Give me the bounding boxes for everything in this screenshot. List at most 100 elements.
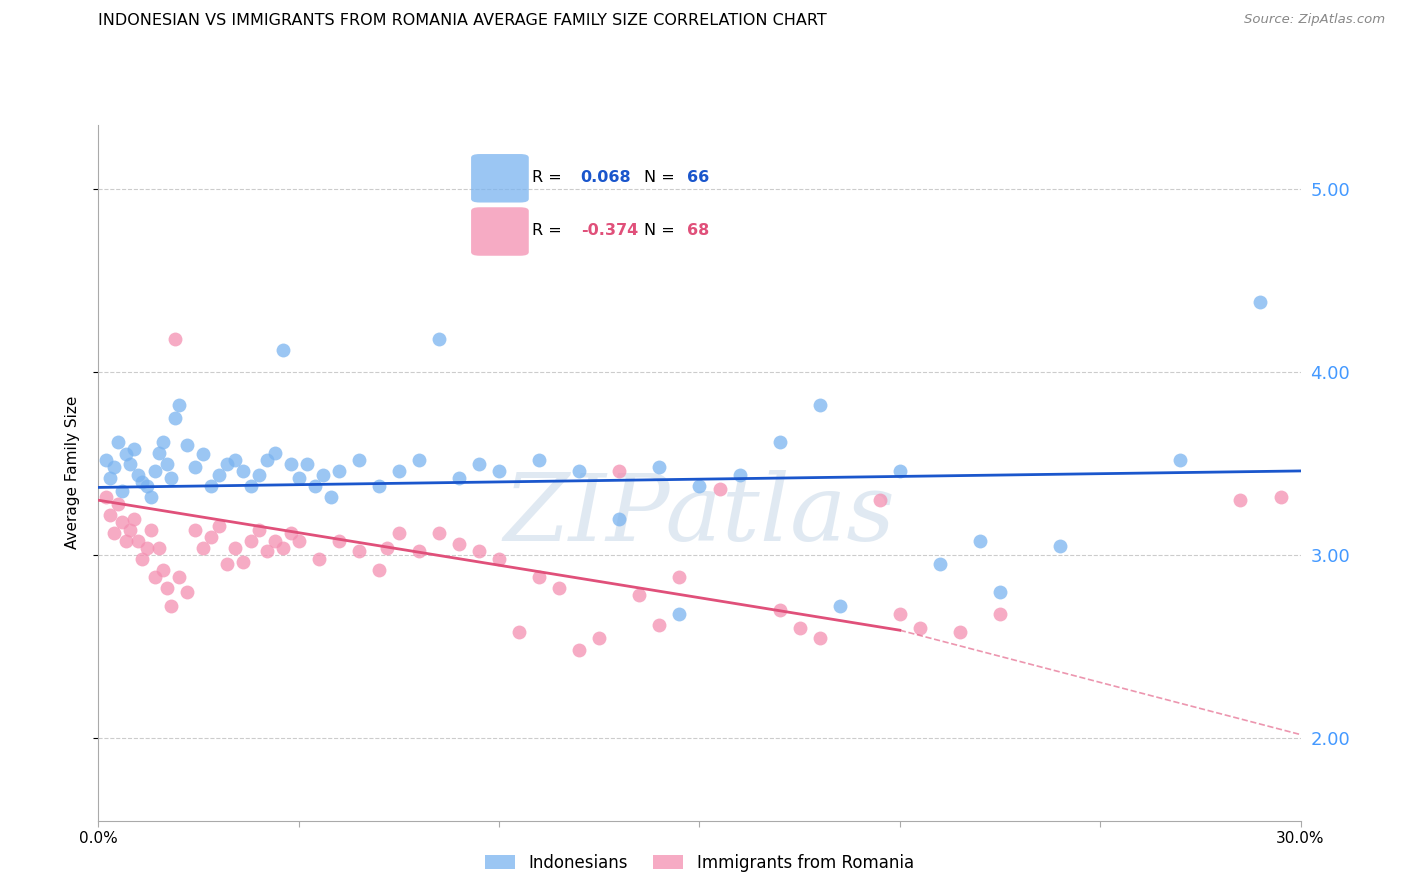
Point: [139, 490, 162, 504]
Point: [609, 511, 631, 525]
Point: [709, 482, 731, 496]
Point: [668, 607, 690, 621]
Point: [128, 467, 150, 482]
Point: [115, 533, 138, 548]
Point: [689, 478, 711, 492]
Point: [124, 442, 146, 456]
Point: [163, 332, 186, 346]
Point: [388, 464, 411, 478]
Point: [769, 434, 792, 449]
Point: [769, 603, 792, 617]
Point: [568, 464, 591, 478]
Point: [143, 464, 166, 478]
Text: 66: 66: [688, 170, 710, 186]
Point: [312, 467, 335, 482]
Point: [1250, 295, 1272, 310]
Point: [107, 497, 129, 511]
Text: N =: N =: [644, 170, 681, 186]
Point: [96, 453, 118, 467]
Point: [100, 508, 122, 522]
Point: [828, 599, 851, 614]
Point: [111, 484, 134, 499]
Point: [96, 490, 118, 504]
Point: [508, 625, 530, 640]
Point: [368, 478, 391, 492]
Point: [263, 445, 285, 459]
Legend: Indonesians, Immigrants from Romania: Indonesians, Immigrants from Romania: [478, 847, 921, 879]
Point: [529, 453, 551, 467]
Point: [628, 589, 651, 603]
Point: [103, 526, 125, 541]
Point: [148, 541, 170, 555]
Point: [232, 464, 254, 478]
Point: [388, 526, 411, 541]
Point: [408, 453, 430, 467]
Point: [131, 551, 153, 566]
Text: Source: ZipAtlas.com: Source: ZipAtlas.com: [1244, 13, 1385, 27]
Point: [889, 607, 911, 621]
Point: [869, 493, 891, 508]
Point: [159, 599, 181, 614]
Point: [447, 471, 470, 485]
Point: [568, 643, 591, 657]
Point: [908, 621, 931, 635]
Point: [408, 544, 430, 558]
Point: [224, 453, 246, 467]
Text: INDONESIAN VS IMMIGRANTS FROM ROMANIA AVERAGE FAMILY SIZE CORRELATION CHART: INDONESIAN VS IMMIGRANTS FROM ROMANIA AV…: [98, 13, 827, 29]
Point: [139, 523, 162, 537]
Point: [176, 584, 198, 599]
Text: N =: N =: [644, 223, 681, 238]
Point: [247, 523, 270, 537]
Point: [135, 478, 157, 492]
Point: [280, 457, 302, 471]
Point: [468, 544, 491, 558]
Point: [167, 570, 190, 584]
Point: [368, 563, 391, 577]
Point: [152, 434, 174, 449]
Point: [183, 523, 205, 537]
Point: [263, 533, 285, 548]
Point: [1170, 453, 1192, 467]
Point: [328, 533, 350, 548]
Point: [200, 478, 222, 492]
Point: [288, 533, 311, 548]
Point: [328, 464, 350, 478]
Point: [668, 570, 690, 584]
Point: [247, 467, 270, 482]
Point: [319, 490, 342, 504]
Point: [155, 581, 177, 595]
Point: [609, 464, 631, 478]
Point: [427, 526, 450, 541]
Point: [988, 607, 1011, 621]
Point: [375, 541, 398, 555]
Text: ZIPatlas: ZIPatlas: [503, 469, 896, 559]
Point: [115, 447, 138, 461]
Point: [111, 515, 134, 529]
Text: R =: R =: [531, 170, 567, 186]
Point: [128, 533, 150, 548]
Point: [648, 460, 671, 475]
Point: [728, 467, 751, 482]
Y-axis label: Average Family Size: Average Family Size: [65, 396, 80, 549]
Point: [969, 533, 991, 548]
Point: [100, 471, 122, 485]
Point: [1270, 490, 1292, 504]
Point: [167, 398, 190, 412]
Text: -0.374: -0.374: [581, 223, 638, 238]
Point: [808, 398, 831, 412]
Point: [949, 625, 972, 640]
Point: [529, 570, 551, 584]
FancyBboxPatch shape: [471, 154, 529, 202]
Text: 0.068: 0.068: [581, 170, 631, 186]
Point: [208, 467, 231, 482]
Point: [288, 471, 311, 485]
Point: [447, 537, 470, 551]
Point: [1049, 539, 1071, 553]
Point: [256, 453, 278, 467]
Point: [304, 478, 326, 492]
Point: [239, 478, 262, 492]
Point: [107, 434, 129, 449]
Point: [488, 464, 510, 478]
Point: [103, 460, 125, 475]
Point: [271, 541, 294, 555]
